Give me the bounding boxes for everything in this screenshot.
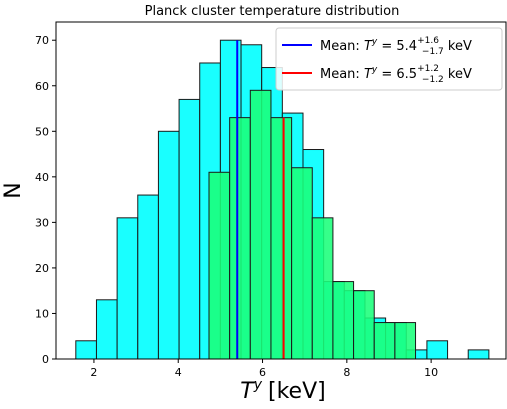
- y-axis-label: N: [1, 182, 26, 198]
- x-axis-label: Ty [keV]: [240, 377, 325, 404]
- bar-series-1-bin-4: [137, 194, 159, 360]
- y-tick-label: 30: [35, 216, 49, 229]
- x-axis-label-unit: [keV]: [268, 379, 326, 404]
- x-tick-label: 2: [90, 366, 97, 379]
- bar-series-2-bin-1: [208, 171, 231, 360]
- plot-frame: [55, 21, 507, 360]
- bar-series-2-bin-2: [229, 117, 251, 360]
- y-tick-label: 0: [42, 353, 49, 366]
- bar-series-2-bin-7: [332, 281, 355, 360]
- x-tick-label: 4: [175, 366, 182, 379]
- bar-series-2-bin-6: [311, 217, 334, 360]
- bar-series-1-bin-6: [178, 98, 201, 360]
- x-axis-label-sup: y: [253, 377, 263, 393]
- x-tick-label: 10: [424, 366, 438, 379]
- y-axis-ticks: 0 10 20 30 40 50 60 70: [35, 34, 56, 366]
- x-tick-label: 6: [259, 366, 266, 379]
- x-axis-label-var: T: [240, 379, 255, 404]
- bar-series-1-bin-5: [157, 130, 180, 360]
- mean-lines-layer: [236, 40, 285, 359]
- y-tick-label: 50: [35, 125, 49, 138]
- legend-label-1: Mean: Ty = 5.4+1.6 −1.7 keV: [320, 36, 472, 57]
- x-tick-label: 8: [343, 366, 350, 379]
- bar-series-1-bin-1: [75, 340, 97, 360]
- y-tick-label: 40: [35, 171, 49, 184]
- bar-series-2-bin-3: [249, 89, 272, 360]
- y-tick-label: 60: [35, 80, 49, 93]
- legend-entry-2: Mean: Ty = 6.5+1.2 −1.2 keV: [282, 64, 472, 85]
- legend: Mean: Ty = 5.4+1.6 −1.7 keV Mean: Ty = 6.5…: [275, 27, 503, 91]
- bars-layer: [75, 39, 490, 360]
- bar-series-2-bin-5: [291, 167, 313, 360]
- legend-entry-1: Mean: Ty = 5.4+1.6 −1.7 keV: [282, 36, 472, 57]
- bar-series-1-bin-2: [95, 299, 118, 360]
- y-tick-label: 10: [35, 307, 49, 320]
- legend-label-2: Mean: Ty = 6.5+1.2 −1.2 keV: [320, 64, 472, 85]
- y-tick-label: 70: [35, 34, 49, 47]
- bar-series-1-bin-3: [116, 217, 139, 360]
- bar-series-2-bin-10: [394, 322, 417, 360]
- bar-series-2-bin-9: [373, 322, 396, 360]
- legend-box: [275, 27, 503, 91]
- x-axis-ticks: 2 4 6 8 10: [90, 359, 438, 379]
- bar-series-2-bin-8: [353, 290, 375, 360]
- bar-series-2-bin-4: [270, 117, 293, 360]
- bar-series-1-bin-18: [426, 340, 449, 360]
- chart-title: Planck cluster temperature distribution: [145, 4, 400, 19]
- bar-series-1-bin-20: [467, 349, 490, 360]
- y-tick-label: 20: [35, 262, 49, 275]
